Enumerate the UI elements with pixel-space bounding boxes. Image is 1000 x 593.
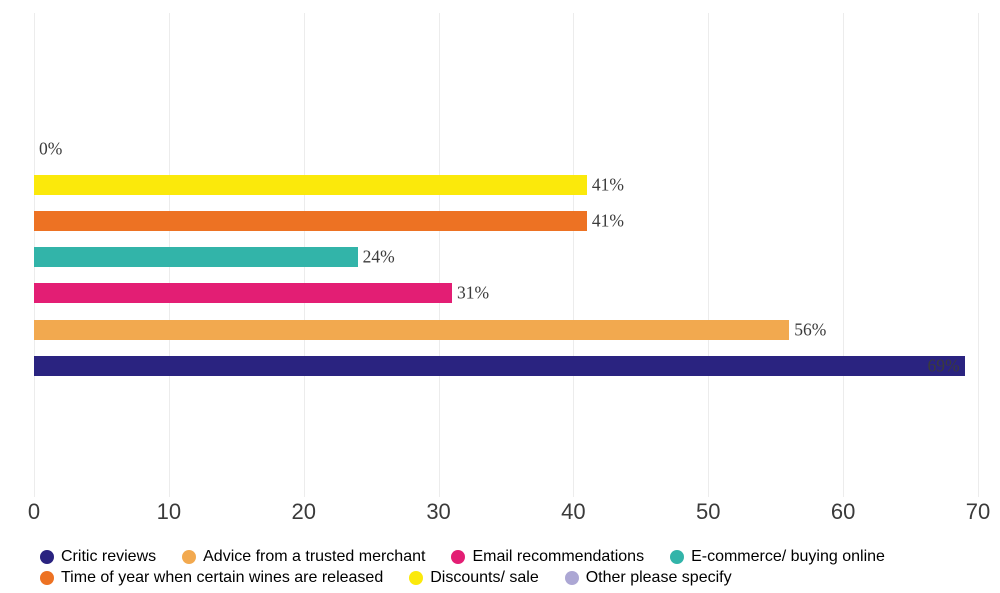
bar-row-discounts-sale: 41% [34,173,978,195]
legend-item-advice-from-a-trusted-merchant[interactable]: Advice from a trusted merchant [182,546,425,567]
bar-advice-from-a-trusted-merchant[interactable] [34,319,790,340]
bar-row-email-recommendations: 31% [34,282,978,304]
bar-value-label: 56% [794,318,827,339]
x-axis-tick-label: 70 [965,499,991,524]
legend-item-email-recommendations[interactable]: Email recommendations [451,546,644,567]
legend-dot-icon [451,549,466,564]
gridline [438,13,440,497]
x-axis-tick-label: 20 [291,499,316,524]
bar-row-advice-from-a-trusted-merchant: 56% [34,318,978,340]
bar-discounts-sale[interactable] [34,174,587,195]
bar-critic-reviews[interactable] [34,355,965,376]
legend-item-label: Email recommendations [472,547,645,565]
x-axis-tick-label: 40 [561,499,586,524]
bar-value-label: 69% [927,354,960,375]
plot-area: 69% 56% 31% 24% 41% 41% 0% [34,13,979,497]
bar-e-commerce-buying-online[interactable] [34,247,358,268]
legend: Critic reviews Advice from a trusted merc… [40,546,960,588]
legend-item-other-please-specify[interactable]: Other please specify [564,567,732,588]
legend-dot-icon [40,570,54,585]
legend-item-discounts-sale[interactable]: Discounts/ sale [409,567,539,588]
gridline [843,13,845,497]
legend-dot-icon [564,570,579,585]
legend-dot-icon [670,549,685,564]
x-axis-tick-label: 50 [696,499,721,524]
legend-item-label: Advice from a trusted merchant [203,547,426,565]
gridline [978,13,979,497]
legend-item-label: Time of year when certain wines are rele… [61,568,384,586]
x-axis-tick-label: 30 [426,499,451,524]
legend-dot-icon [182,549,197,564]
bar-value-label: 41% [591,173,624,194]
bar-row-critic-reviews: 69% [34,354,978,376]
bar-email-recommendations[interactable] [34,283,453,304]
bar-row-time-of-year-when-certain-wines-are-released: 41% [34,210,978,231]
x-axis: 0 10 20 30 40 50 60 70 [28,499,990,528]
gridline [708,13,710,497]
legend-item-label: E-commerce/ buying online [691,547,885,565]
bar-time-of-year-when-certain-wines-are-released[interactable] [34,210,587,231]
legend-dot-icon [409,570,424,585]
x-axis-tick-label: 60 [830,499,856,524]
bar-row-e-commerce-buying-online: 24% [34,246,978,268]
legend-item-label: Critic reviews [61,547,157,565]
bar-value-label: 31% [457,282,490,303]
x-axis-tick-label: 0 [27,499,41,524]
legend-item-e-commerce-buying-online[interactable]: E-commerce/ buying online [670,546,885,567]
legend-item-critic-reviews[interactable]: Critic reviews [40,546,156,567]
legend-dot-icon [40,549,54,564]
bar-value-label: 0% [39,137,63,158]
bar-row-other-please-specify: 0% [34,139,978,159]
bar-value-label: 24% [362,246,395,267]
legend-item-label: Discounts/ sale [430,568,539,586]
legend-item-time-of-year-when-certain-wines-are-released[interactable]: Time of year when certain wines are rele… [40,567,383,588]
x-axis-tick-label: 10 [156,499,182,524]
gridline [573,13,575,497]
legend-item-label: Other please specify [585,568,732,586]
bar-value-label: 41% [591,210,624,231]
